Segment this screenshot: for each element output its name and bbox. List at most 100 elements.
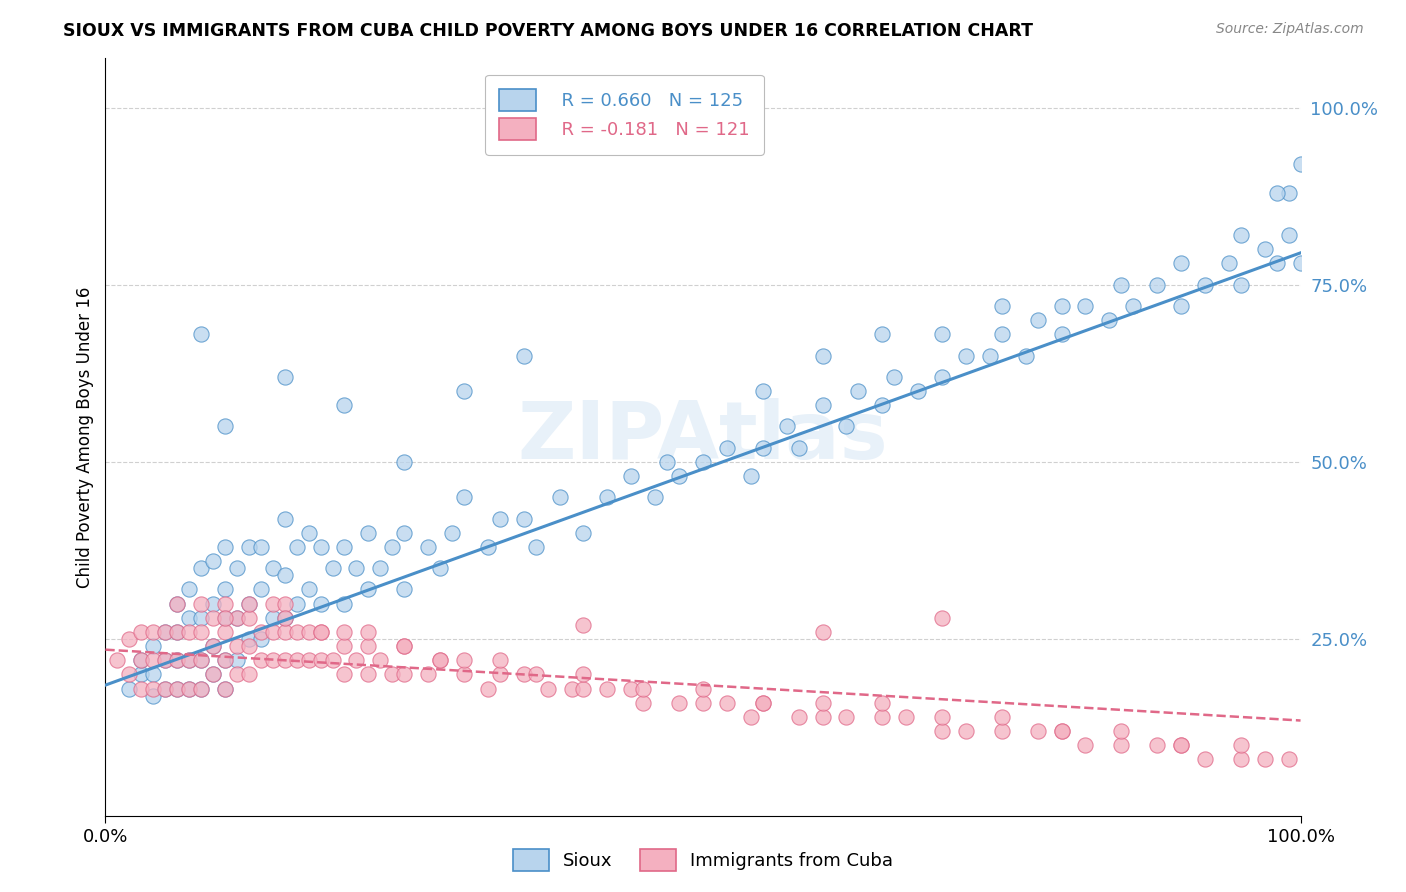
Point — [177, 653, 201, 667]
Point — [190, 681, 212, 696]
Point — [177, 653, 201, 667]
Point — [644, 491, 666, 505]
Point — [153, 653, 177, 667]
Point — [177, 681, 201, 696]
Point — [225, 639, 249, 653]
Point — [250, 582, 273, 597]
Point — [321, 561, 344, 575]
Point — [238, 597, 260, 611]
Text: ZIPAtlas: ZIPAtlas — [517, 398, 889, 476]
Point — [118, 681, 141, 696]
Point — [955, 349, 977, 363]
Point — [190, 624, 212, 639]
Point — [846, 384, 869, 398]
Point — [238, 639, 260, 653]
Point — [142, 689, 165, 703]
Point — [1170, 739, 1192, 753]
Point — [262, 597, 284, 611]
Point — [298, 525, 321, 540]
Point — [620, 681, 643, 696]
Point — [214, 419, 236, 434]
Point — [262, 624, 284, 639]
Point — [572, 681, 595, 696]
Point — [309, 540, 332, 554]
Point — [429, 561, 451, 575]
Point — [142, 667, 165, 681]
Point — [381, 667, 404, 681]
Point — [262, 611, 284, 625]
Point — [811, 710, 834, 724]
Point — [1229, 739, 1251, 753]
Point — [620, 469, 643, 483]
Point — [142, 653, 165, 667]
Point — [333, 667, 356, 681]
Point — [166, 653, 188, 667]
Point — [357, 624, 380, 639]
Point — [166, 681, 188, 696]
Point — [142, 681, 165, 696]
Point — [596, 681, 619, 696]
Point — [107, 653, 129, 667]
Point — [273, 511, 295, 525]
Point — [1229, 228, 1251, 243]
Point — [872, 696, 894, 710]
Point — [811, 624, 834, 639]
Point — [298, 582, 321, 597]
Point — [214, 681, 236, 696]
Point — [1026, 724, 1049, 739]
Point — [931, 710, 953, 724]
Point — [751, 696, 773, 710]
Point — [225, 561, 249, 575]
Point — [1146, 739, 1168, 753]
Point — [524, 667, 547, 681]
Point — [1074, 739, 1097, 753]
Point — [1254, 752, 1277, 766]
Point — [1229, 752, 1251, 766]
Point — [1265, 186, 1288, 200]
Point — [1277, 228, 1299, 243]
Point — [357, 667, 380, 681]
Point — [392, 525, 416, 540]
Point — [214, 582, 236, 597]
Point — [477, 540, 499, 554]
Point — [225, 611, 249, 625]
Point — [262, 653, 284, 667]
Point — [166, 681, 188, 696]
Point — [346, 653, 368, 667]
Point — [238, 540, 260, 554]
Point — [273, 611, 295, 625]
Point — [1170, 739, 1192, 753]
Point — [238, 611, 260, 625]
Point — [716, 696, 738, 710]
Point — [250, 632, 273, 646]
Point — [1098, 313, 1121, 327]
Point — [979, 349, 1001, 363]
Point — [153, 681, 177, 696]
Point — [1122, 299, 1144, 313]
Point — [273, 624, 295, 639]
Point — [214, 597, 236, 611]
Point — [907, 384, 929, 398]
Point — [225, 667, 249, 681]
Point — [285, 624, 308, 639]
Point — [692, 455, 714, 469]
Point — [931, 327, 953, 342]
Point — [1111, 724, 1133, 739]
Point — [368, 561, 391, 575]
Point — [309, 624, 332, 639]
Point — [418, 540, 440, 554]
Point — [129, 653, 153, 667]
Point — [896, 710, 918, 724]
Point — [990, 299, 1012, 313]
Point — [153, 653, 177, 667]
Point — [273, 568, 295, 582]
Point — [333, 540, 356, 554]
Point — [453, 667, 475, 681]
Point — [572, 525, 595, 540]
Point — [1170, 256, 1192, 270]
Point — [477, 681, 499, 696]
Point — [633, 696, 655, 710]
Point — [166, 653, 188, 667]
Point — [190, 681, 212, 696]
Point — [740, 469, 762, 483]
